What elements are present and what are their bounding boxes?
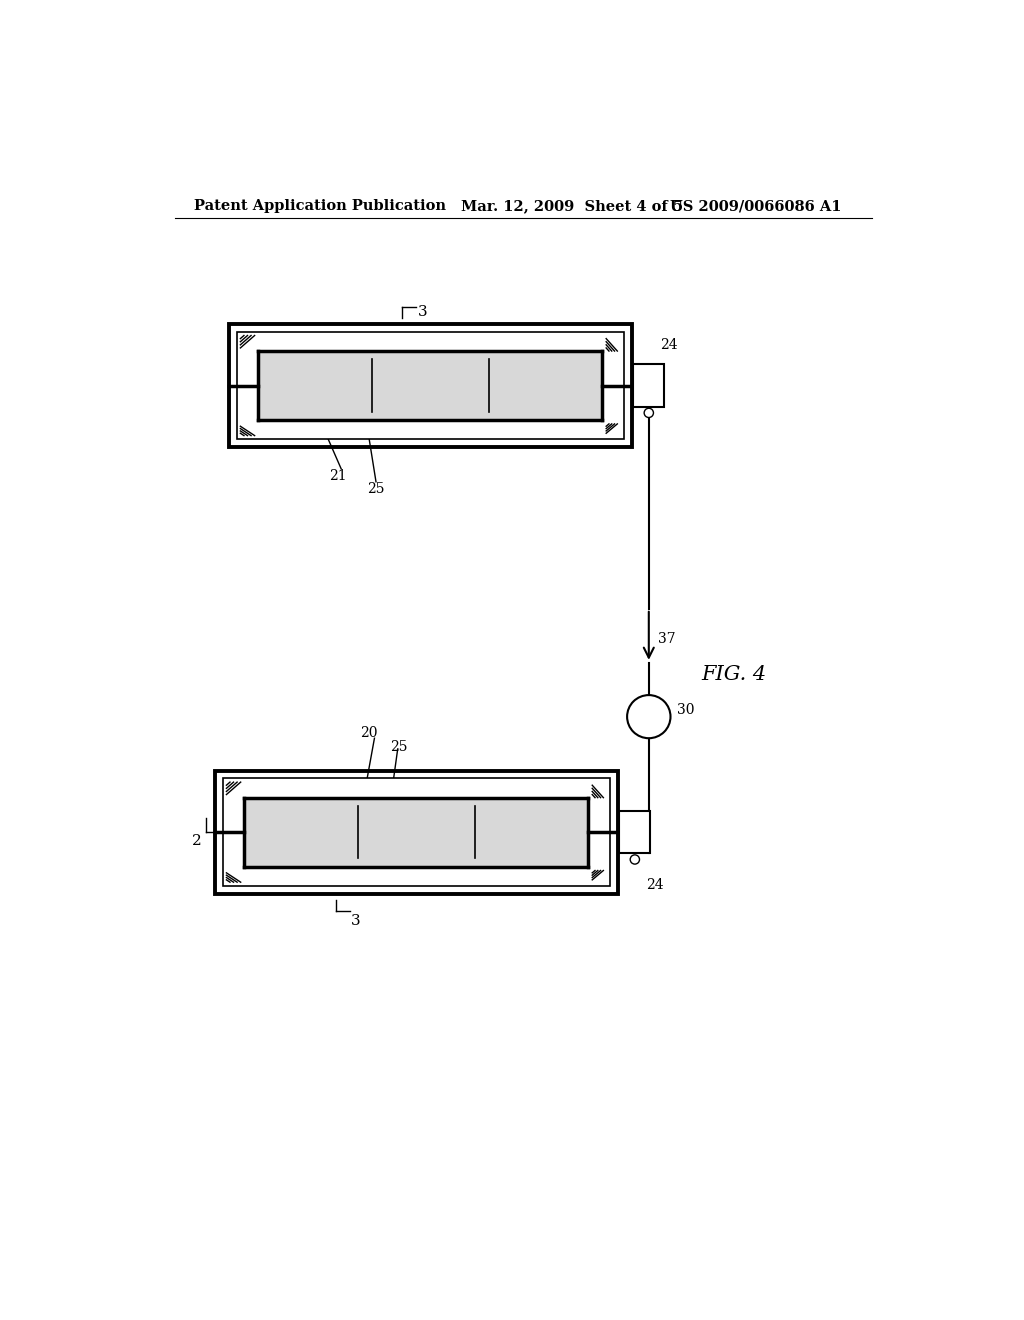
Text: 25: 25 — [390, 739, 408, 754]
Text: 24: 24 — [660, 338, 678, 352]
Text: 25: 25 — [367, 482, 384, 496]
Circle shape — [630, 855, 640, 865]
Text: 37: 37 — [658, 632, 676, 645]
Bar — [228, 323, 632, 447]
Bar — [222, 779, 610, 886]
Text: 20: 20 — [360, 726, 378, 741]
Text: 3: 3 — [351, 913, 360, 928]
Text: Mar. 12, 2009  Sheet 4 of 5: Mar. 12, 2009 Sheet 4 of 5 — [461, 199, 683, 213]
Bar — [215, 771, 617, 894]
Text: Patent Application Publication: Patent Application Publication — [194, 199, 445, 213]
Text: 2: 2 — [191, 834, 202, 847]
Text: US 2009/0066086 A1: US 2009/0066086 A1 — [671, 199, 842, 213]
Bar — [258, 351, 602, 420]
Circle shape — [627, 696, 671, 738]
Text: 30: 30 — [677, 704, 694, 718]
Text: 24: 24 — [646, 878, 665, 892]
Bar — [237, 331, 624, 440]
Text: 3: 3 — [418, 305, 427, 319]
Text: 21: 21 — [330, 469, 347, 483]
Circle shape — [644, 408, 653, 417]
Bar — [620, 810, 650, 853]
Bar — [245, 797, 589, 867]
Text: FIG. 4: FIG. 4 — [701, 665, 767, 684]
Bar — [633, 364, 665, 407]
